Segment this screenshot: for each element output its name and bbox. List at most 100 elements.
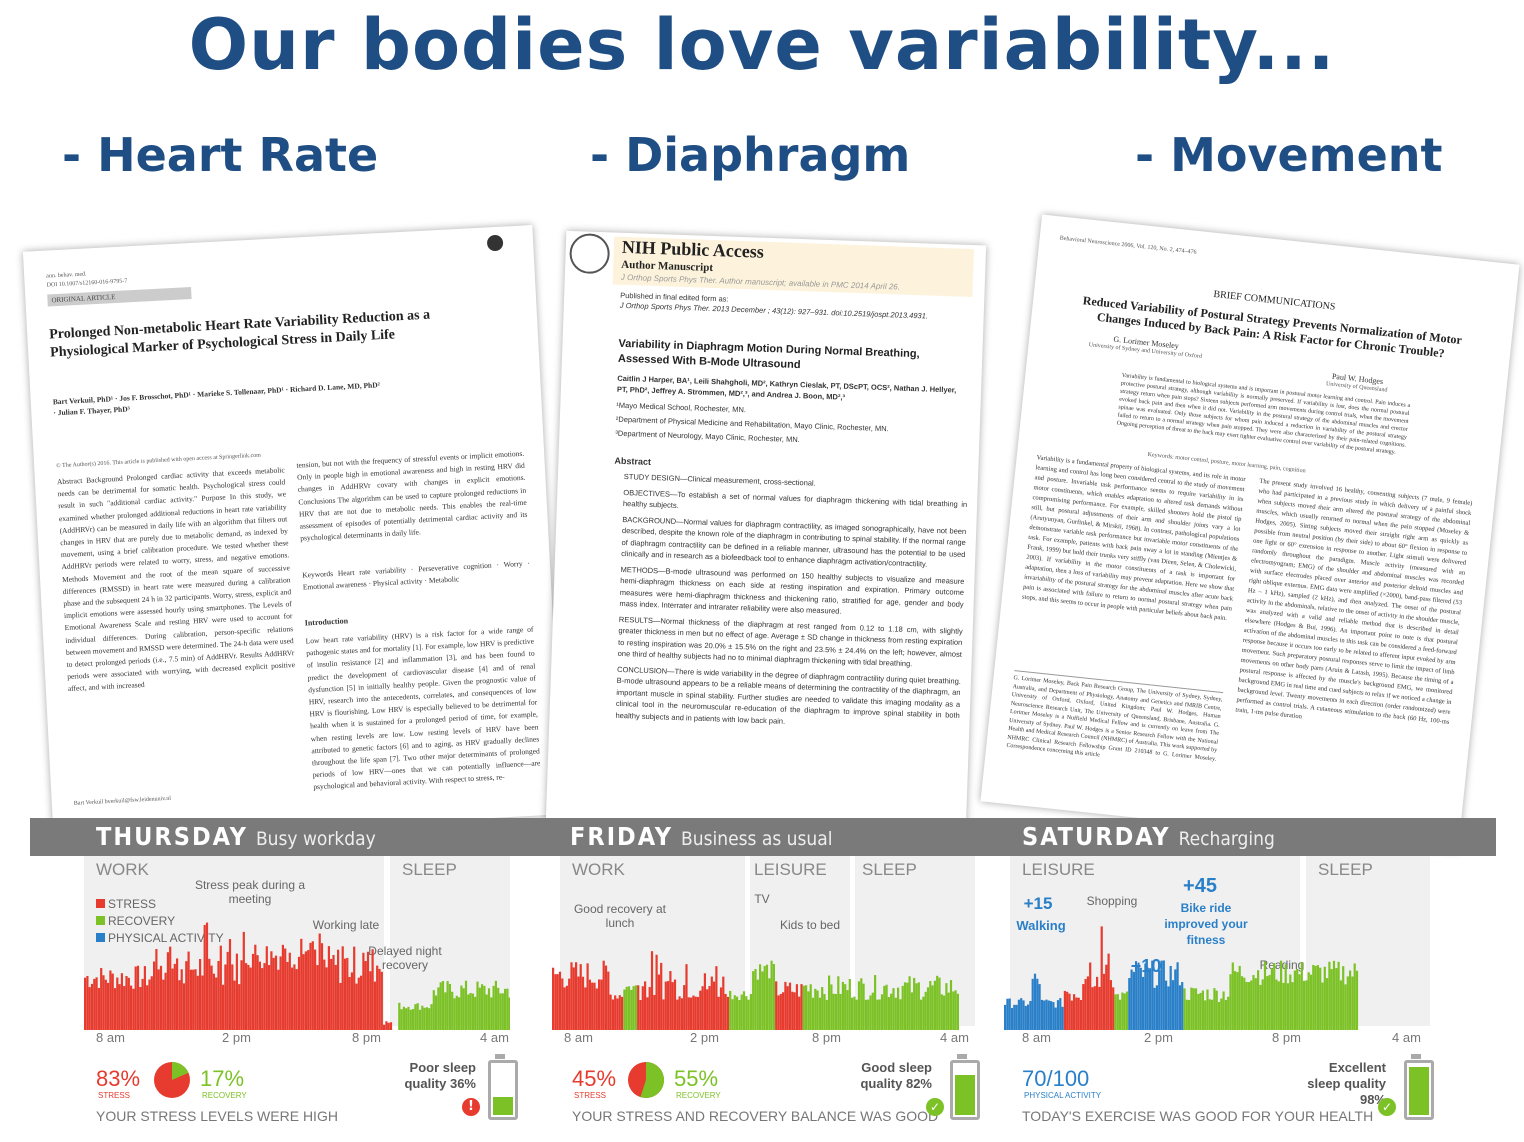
activity-bar bbox=[371, 949, 374, 1030]
activity-bar bbox=[715, 966, 718, 1030]
activity-bar bbox=[215, 977, 218, 1030]
activity-bar bbox=[304, 951, 307, 1030]
stress-label: STRESS bbox=[98, 1091, 131, 1100]
verdict-text: YOUR STRESS AND RECOVERY BALANCE WAS GOO… bbox=[572, 1108, 939, 1124]
activity-bar bbox=[1349, 970, 1352, 1030]
panel-label: SLEEP bbox=[1318, 860, 1373, 879]
activity-bar bbox=[1013, 1004, 1016, 1030]
activity-bar bbox=[581, 976, 585, 1030]
paper-header: Behavioral Neuroscience 2006, Vol. 120, … bbox=[1059, 235, 1197, 256]
activity-bar bbox=[556, 974, 559, 1030]
activity-bar bbox=[400, 1009, 403, 1030]
time-tick: 8 am bbox=[564, 1030, 593, 1045]
activity-bar bbox=[1300, 961, 1303, 1030]
paper-footer: Bart Verkuil bverkuil@fsw.leidenuniv.nl bbox=[73, 795, 172, 807]
activity-bar bbox=[499, 993, 502, 1030]
activity-bar bbox=[650, 951, 654, 1030]
activity-bar bbox=[481, 984, 484, 1030]
activity-bar bbox=[1116, 994, 1119, 1030]
paper-keywords: Keywords Heart rate variability · Persev… bbox=[301, 558, 531, 592]
activity-bar bbox=[802, 985, 805, 1030]
annotation: Bike ride improved your fitness bbox=[1164, 901, 1248, 947]
activity-bar bbox=[1344, 984, 1347, 1030]
activity-bar bbox=[490, 997, 493, 1030]
activity-bar bbox=[648, 987, 651, 1030]
activity-bar bbox=[242, 931, 245, 1030]
activity-bar bbox=[798, 996, 801, 1030]
activity-bar bbox=[444, 992, 447, 1030]
activity-bar bbox=[607, 971, 610, 1030]
activity-bar bbox=[441, 981, 445, 1030]
activity-bar bbox=[625, 986, 628, 1030]
activity-bar bbox=[687, 997, 690, 1030]
activity-bar bbox=[1010, 1007, 1014, 1030]
activity-bar bbox=[738, 999, 741, 1030]
activity-bar bbox=[373, 981, 376, 1030]
activity-bar bbox=[203, 924, 206, 1030]
activity-bar bbox=[1015, 1004, 1018, 1030]
panel-label: SLEEP bbox=[402, 860, 457, 879]
activity-bar bbox=[614, 995, 617, 1030]
activity-bar bbox=[586, 963, 589, 1030]
activity-bar bbox=[823, 994, 826, 1030]
activity-bar bbox=[199, 958, 202, 1030]
activity-bar bbox=[595, 988, 598, 1030]
activity-bar bbox=[1165, 980, 1168, 1030]
recovery-percentage: 55% bbox=[674, 1066, 719, 1091]
activity-bar bbox=[724, 993, 727, 1030]
activity-bar bbox=[570, 962, 573, 1030]
activity-bar bbox=[883, 985, 886, 1030]
activity-bar bbox=[1144, 963, 1147, 1030]
activity-bar bbox=[908, 976, 911, 1030]
activity-bar bbox=[187, 951, 190, 1030]
paper-header: ann. behav. med. DOI 10.1007/s12160-016-9… bbox=[46, 271, 128, 289]
bullet-movement: - Movement bbox=[1135, 128, 1443, 182]
activity-bar bbox=[1137, 962, 1140, 1030]
activity-bar bbox=[848, 978, 851, 1030]
activity-bar bbox=[295, 969, 298, 1030]
activity-bar bbox=[945, 983, 948, 1030]
activity-bar bbox=[885, 984, 888, 1030]
activity-bar bbox=[669, 971, 672, 1030]
activity-bar bbox=[897, 987, 900, 1030]
warning-icon: ! bbox=[462, 1098, 480, 1116]
activity-bar bbox=[130, 985, 133, 1030]
activity-bar bbox=[1330, 969, 1333, 1030]
activity-bar bbox=[690, 997, 693, 1030]
nih-banner: NIH Public Access Author Manuscript J Or… bbox=[612, 236, 975, 298]
time-tick: 2 pm bbox=[1144, 1030, 1173, 1045]
activity-bar bbox=[113, 988, 117, 1030]
activity-bar bbox=[719, 987, 723, 1030]
activity-bar bbox=[747, 999, 750, 1030]
activity-bar bbox=[862, 983, 865, 1030]
activity-bar bbox=[627, 986, 631, 1030]
activity-bar bbox=[93, 978, 96, 1030]
activity-swatch bbox=[96, 933, 105, 942]
activity-bar bbox=[281, 944, 284, 1030]
activity-bar bbox=[460, 985, 463, 1030]
activity-bar bbox=[609, 994, 612, 1030]
activity-bar bbox=[1061, 1006, 1064, 1030]
activity-bar bbox=[1332, 960, 1336, 1030]
stress-label: STRESS bbox=[574, 1091, 607, 1100]
battery-icon bbox=[1404, 1060, 1434, 1120]
activity-bar bbox=[1139, 967, 1142, 1030]
activity-bar bbox=[120, 973, 123, 1030]
check-icon: ✓ bbox=[1378, 1098, 1396, 1116]
activity-bar bbox=[926, 987, 930, 1030]
activity-bar bbox=[1309, 974, 1313, 1030]
activity-bar bbox=[584, 987, 587, 1030]
activity-bar bbox=[1211, 999, 1214, 1030]
activity-bar bbox=[353, 946, 356, 1030]
activity-bar bbox=[664, 981, 667, 1030]
activity-bar bbox=[311, 941, 314, 1030]
activity-bar bbox=[173, 963, 176, 1030]
activity-bar bbox=[1319, 967, 1322, 1030]
time-tick: 8 pm bbox=[1272, 1030, 1301, 1045]
day-thursday: THURSDAY Busy workday bbox=[96, 822, 376, 851]
activity-bar bbox=[892, 988, 895, 1030]
activity-bar bbox=[1027, 1004, 1030, 1030]
activity-bar bbox=[1086, 976, 1089, 1030]
activity-bar bbox=[164, 972, 167, 1030]
activity-bar bbox=[1316, 965, 1319, 1030]
